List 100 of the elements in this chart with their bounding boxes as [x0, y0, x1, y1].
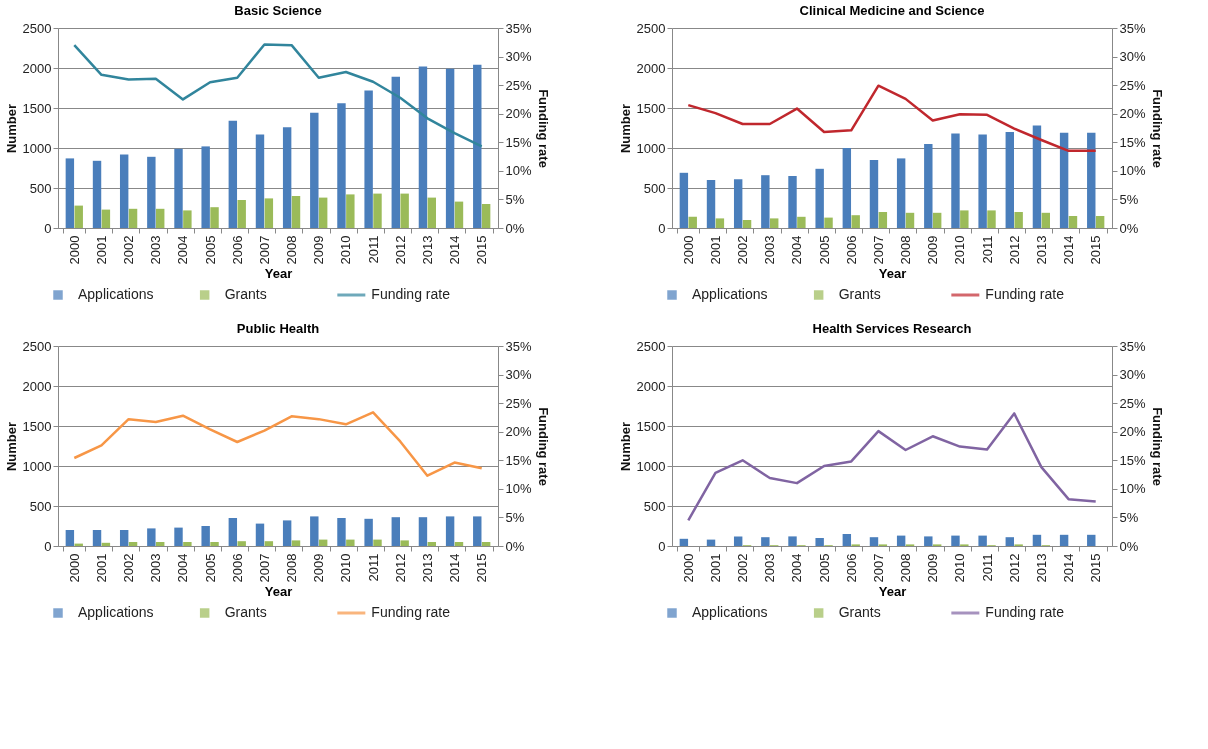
legend-label: Grants	[838, 286, 881, 302]
x-tick-label: 2002	[735, 553, 751, 583]
bar	[364, 518, 373, 546]
bar	[373, 539, 382, 546]
x-tick-label: 2010	[952, 553, 968, 583]
y2-tick-label: 35%	[505, 338, 532, 354]
bar	[797, 216, 806, 228]
bar	[733, 536, 743, 546]
bar	[101, 209, 111, 228]
bar	[255, 523, 265, 546]
x-tick-label: 2008	[284, 235, 300, 265]
y2-tick-label: 0%	[505, 538, 525, 554]
x-tick-label: 2015	[474, 235, 490, 265]
bar	[1059, 132, 1069, 228]
bar	[932, 212, 942, 228]
bar	[228, 120, 238, 228]
x-tick-label: 2011	[979, 553, 995, 582]
bar	[400, 193, 409, 228]
bar	[183, 542, 192, 546]
bar	[481, 204, 491, 228]
x-axis-title: Year	[878, 266, 907, 282]
bar	[264, 541, 274, 546]
bar	[337, 103, 346, 228]
bar	[346, 539, 355, 546]
x-tick-label: 2014	[447, 553, 463, 583]
bar	[1059, 534, 1069, 546]
bar	[1032, 534, 1042, 546]
x-tick-label: 2014	[1061, 553, 1077, 583]
x-tick-label: 2004	[175, 235, 191, 265]
bar	[824, 217, 833, 228]
chart-title: Public Health	[236, 321, 320, 336]
bar	[1005, 132, 1014, 228]
x-tick-label: 2007	[256, 553, 272, 583]
y2-tick-label: 0%	[1119, 538, 1139, 554]
bar	[1014, 212, 1023, 228]
bar	[282, 127, 292, 228]
bar	[715, 218, 725, 228]
bar	[337, 518, 346, 546]
bar	[310, 516, 319, 546]
bar	[119, 530, 129, 546]
x-tick-label: 2008	[898, 553, 914, 583]
y2-tick-label: 5%	[1119, 509, 1139, 525]
bar	[92, 530, 102, 546]
y-tick-label: 1000	[22, 140, 52, 156]
x-tick-label: 2000	[680, 235, 696, 265]
x-tick-label: 2012	[392, 235, 408, 265]
y-tick-label: 2000	[636, 378, 666, 394]
bar	[237, 541, 246, 546]
y2-tick-label: 25%	[505, 395, 532, 411]
y-tick-label: 1500	[22, 418, 52, 434]
line-series	[73, 43, 483, 148]
y-tick-label: 500	[643, 498, 666, 514]
x-tick-label: 2007	[870, 553, 886, 583]
legend-label: Grants	[838, 604, 881, 620]
y-tick-label: 1000	[636, 140, 666, 156]
y-tick-label: 0	[44, 220, 52, 236]
y2-tick-label: 30%	[1119, 49, 1146, 65]
y-tick-label: 2000	[636, 60, 666, 76]
bar	[688, 216, 697, 228]
bar	[1095, 216, 1105, 228]
bar	[391, 76, 400, 228]
bar	[788, 176, 797, 228]
x-tick-label: 2011	[365, 553, 381, 582]
x-tick-label: 2006	[843, 553, 859, 583]
bar	[869, 160, 879, 228]
x-tick-label: 2004	[789, 553, 805, 583]
bar	[951, 535, 960, 546]
chart-title: Basic Science	[234, 3, 322, 18]
bar	[473, 516, 482, 546]
bar	[237, 200, 246, 228]
y2-tick-label: 15%	[1119, 134, 1146, 150]
x-tick-label: 2015	[1088, 235, 1104, 265]
y2-tick-label: 30%	[505, 49, 532, 65]
y-axis-title: Number	[3, 421, 19, 472]
y2-tick-label: 10%	[505, 163, 532, 179]
bar	[291, 196, 301, 228]
bar	[264, 198, 274, 228]
x-tick-label: 2015	[1088, 553, 1104, 583]
bar	[978, 134, 987, 228]
x-tick-label: 2011	[365, 235, 381, 264]
bar	[770, 218, 779, 228]
x-tick-label: 2000	[66, 235, 82, 265]
x-tick-label: 2010	[952, 235, 968, 265]
bar	[761, 537, 770, 546]
y-tick-label: 0	[44, 538, 52, 554]
x-tick-label: 2001	[93, 553, 109, 583]
bar	[815, 538, 824, 546]
bar	[842, 148, 852, 228]
y2-tick-label: 25%	[505, 77, 532, 93]
y-tick-label: 500	[29, 498, 52, 514]
bar	[1041, 212, 1051, 228]
bar	[978, 535, 987, 546]
x-tick-label: 2010	[338, 235, 354, 265]
y2-tick-label: 0%	[1119, 220, 1139, 236]
x-tick-label: 2003	[762, 235, 778, 265]
x-tick-label: 2002	[121, 235, 137, 265]
bar	[418, 517, 428, 546]
y2-tick-label: 5%	[505, 191, 525, 207]
bar	[174, 527, 183, 546]
bar	[454, 542, 464, 546]
